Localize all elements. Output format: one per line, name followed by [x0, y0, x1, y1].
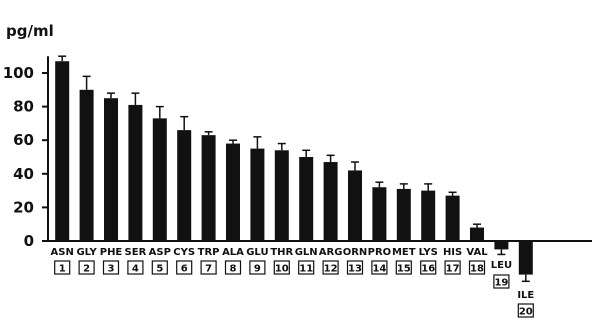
category-number-box [468, 260, 486, 275]
category-label: LYS [419, 247, 438, 258]
category-number: 16 [421, 264, 435, 275]
bar [226, 143, 240, 241]
category-number-box [395, 260, 412, 275]
category-label: PHE [100, 247, 123, 258]
y-tick-label: 100 [3, 64, 34, 82]
bar [494, 241, 509, 250]
category-number-box [420, 260, 437, 275]
category-number: 14 [372, 264, 386, 275]
bar [348, 170, 362, 241]
category-label: ALA [222, 247, 244, 258]
category-number: 11 [299, 264, 313, 275]
bar [55, 61, 70, 241]
category-label: TRP [198, 247, 220, 258]
category-number-box [298, 260, 315, 275]
category-label: CYS [173, 247, 195, 258]
category-number: 4 [132, 264, 139, 275]
category-number: 7 [205, 264, 212, 275]
y-tick-label: 20 [13, 198, 34, 216]
category-number-box [102, 260, 120, 275]
bar [201, 135, 216, 241]
category-number-box [224, 260, 242, 275]
category-number-box [346, 260, 364, 275]
category-number-box [493, 274, 510, 289]
category-number: 3 [108, 264, 115, 275]
category-label: LEU [491, 260, 512, 271]
category-label: THR [270, 247, 293, 258]
bar [250, 148, 265, 241]
category-label: HIS [443, 247, 462, 258]
category-label: ORN [343, 247, 368, 258]
category-number-box [127, 260, 144, 275]
bar [177, 130, 192, 241]
category-label: VAL [466, 247, 488, 258]
category-number: 17 [446, 264, 460, 275]
category-number: 8 [230, 264, 237, 275]
category-label: ILE [517, 290, 534, 301]
bar [421, 190, 436, 241]
category-label: GLY [76, 247, 97, 258]
bar [79, 89, 94, 241]
bar [372, 187, 387, 241]
bar [274, 150, 289, 241]
bar [518, 241, 533, 275]
category-number: 20 [519, 307, 533, 318]
category-number: 2 [83, 264, 90, 275]
category-number-box [444, 260, 461, 275]
category-number: 5 [156, 264, 163, 275]
category-number: 10 [275, 264, 289, 275]
category-number-box [273, 260, 290, 275]
y-tick-label: 40 [13, 165, 34, 183]
bar [299, 157, 314, 241]
category-label: MET [392, 247, 416, 258]
bar [104, 98, 118, 241]
bar [396, 188, 411, 241]
bar [470, 227, 484, 241]
category-number: 19 [494, 278, 508, 289]
category-label: ARG [319, 247, 343, 258]
category-label: SER [125, 247, 147, 258]
category-number: 9 [254, 264, 261, 275]
category-label: PRO [368, 247, 392, 258]
category-number: 12 [324, 264, 338, 275]
bar [445, 195, 460, 241]
y-tick-label: 80 [13, 98, 34, 116]
category-number-box [78, 260, 95, 275]
bar [323, 162, 338, 241]
category-label: GLU [246, 247, 268, 258]
category-number: 18 [470, 264, 484, 275]
y-tick-label: 0 [24, 232, 34, 250]
y-axis-label: pg/ml [6, 22, 54, 40]
bars [55, 55, 533, 283]
category-number: 6 [181, 264, 188, 275]
category-number: 15 [397, 264, 411, 275]
category-number-box [249, 260, 266, 275]
category-number: 13 [348, 264, 362, 275]
category-labels: ASN 1 GLY 2 PHE 3 SER 4 ASP 5 CYS 6 TRP 7 ALA 8 GLU 9 THR 1… [51, 247, 534, 318]
category-label: GLN [295, 247, 318, 258]
category-number-box [517, 303, 534, 318]
category-label: ASP [149, 247, 171, 258]
category-number-box [176, 260, 193, 275]
category-number-box [200, 260, 217, 275]
category-label: ASN [51, 247, 74, 258]
category-number: 1 [59, 264, 66, 275]
category-number-box [151, 260, 168, 275]
bar [128, 104, 143, 241]
category-number-box [322, 260, 339, 275]
bar [152, 118, 167, 241]
y-tick-label: 60 [13, 131, 34, 149]
category-number-box [371, 260, 388, 275]
category-number-box [54, 260, 71, 275]
